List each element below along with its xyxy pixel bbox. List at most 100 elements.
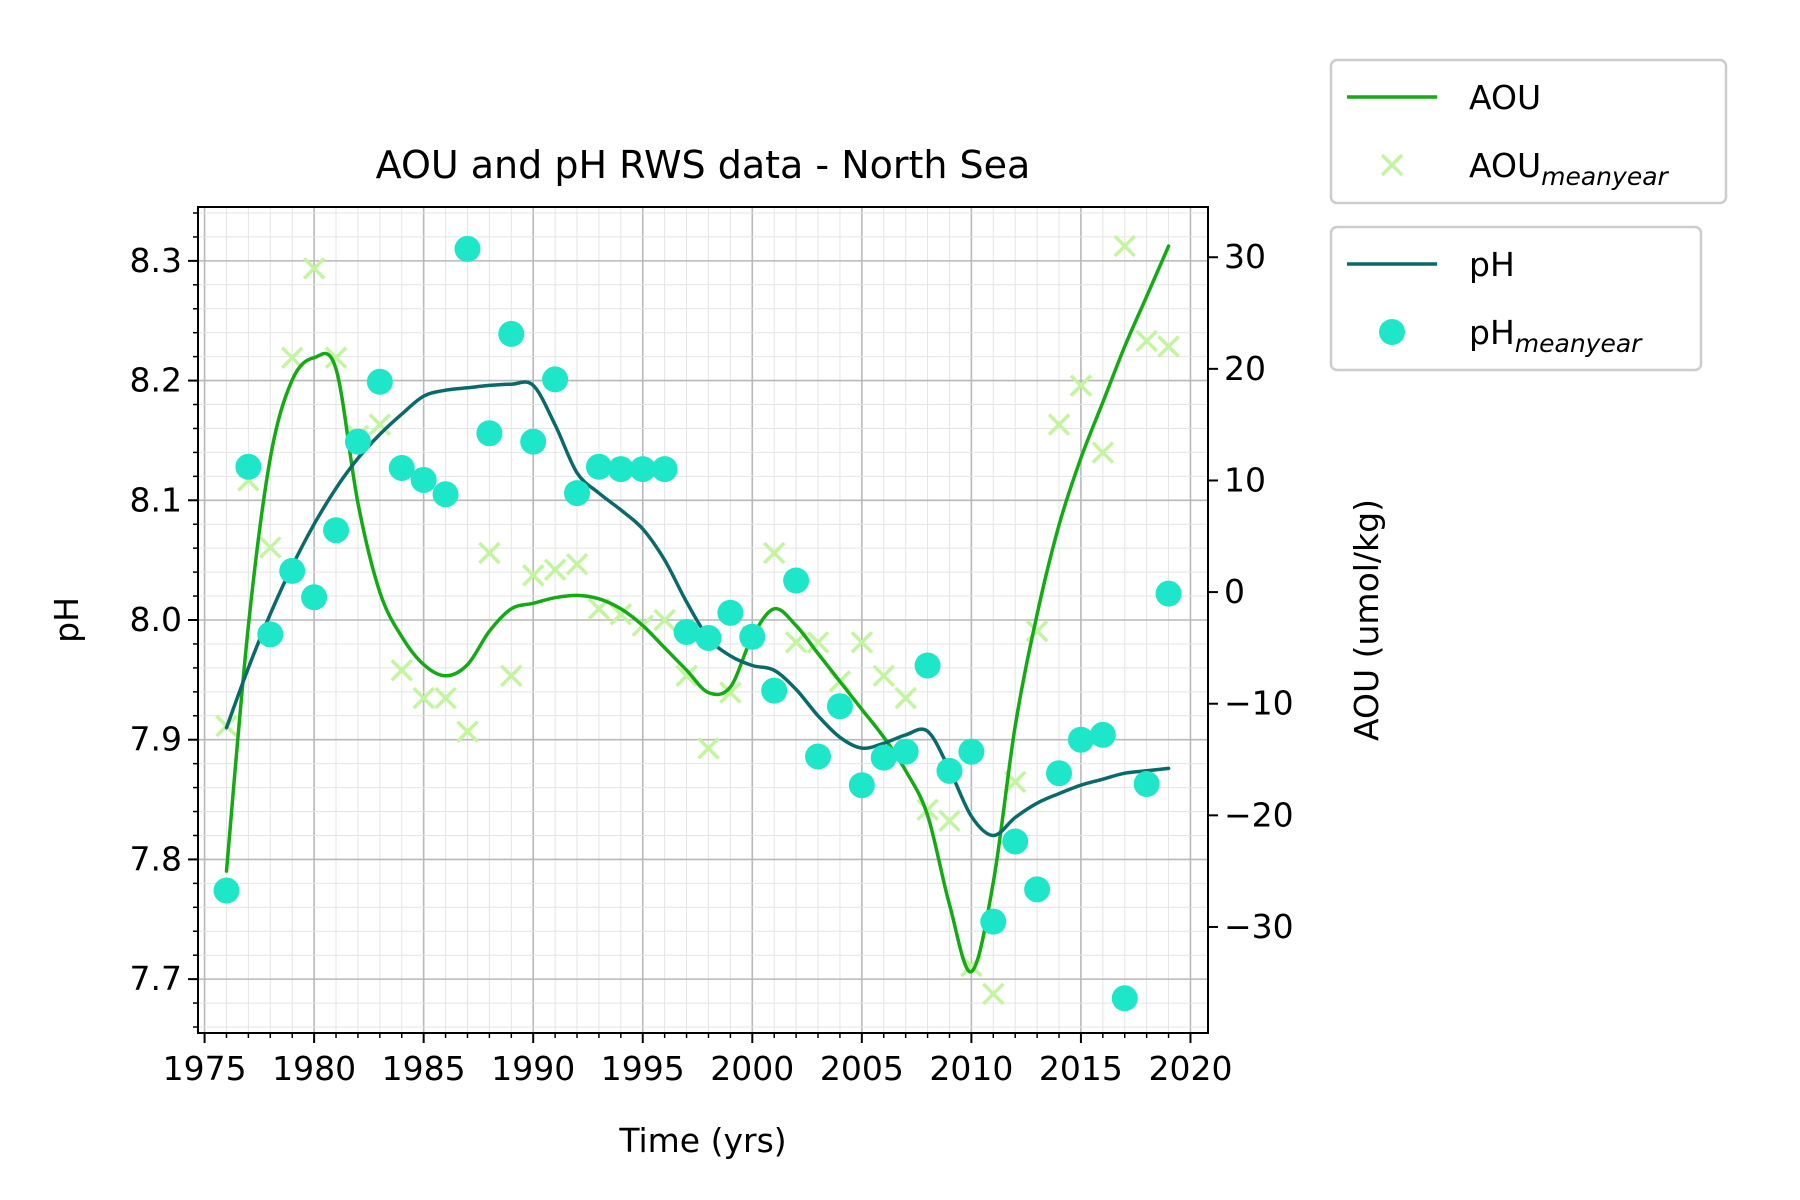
point-ph-meanyear: [739, 623, 766, 650]
point-ph-meanyear: [344, 428, 371, 455]
point-ph-meanyear: [498, 320, 525, 347]
point-ph-meanyear: [651, 456, 678, 483]
point-ph-meanyear: [805, 743, 832, 770]
legend-x-swatch: [1380, 153, 1404, 177]
point-ph-meanyear: [936, 757, 963, 784]
point-ph-meanyear: [914, 652, 941, 679]
point-aou-meanyear: [938, 809, 961, 833]
point-ph-meanyear: [366, 368, 393, 395]
point-ph-meanyear: [980, 908, 1007, 935]
series-ph: [224, 380, 1171, 838]
point-aou-meanyear: [719, 681, 742, 704]
point-aou-meanyear: [280, 346, 304, 369]
point-aou-meanyear: [1091, 441, 1115, 464]
point-ph-meanyear: [520, 428, 547, 455]
y2-tick-label: 0: [1224, 572, 1245, 611]
point-aou-meanyear: [565, 552, 589, 576]
x-tick-label: 1985: [382, 1049, 466, 1088]
point-aou-meanyear: [412, 686, 435, 710]
point-ph-meanyear: [1133, 771, 1160, 798]
x-tick-label: 2020: [1148, 1049, 1232, 1088]
grid: [198, 207, 1208, 1033]
point-ph-meanyear: [848, 772, 875, 799]
plot-area: [213, 234, 1182, 1012]
chart-title: AOU and pH RWS data - North Sea: [376, 143, 1031, 187]
point-ph-meanyear: [958, 738, 985, 765]
legend-circle-swatch: [1379, 319, 1405, 345]
point-ph-meanyear: [695, 624, 722, 651]
point-ph-meanyear: [1089, 721, 1116, 748]
legend-label: AOU: [1469, 78, 1541, 117]
point-aou-meanyear: [609, 603, 633, 626]
point-ph-meanyear: [870, 744, 897, 771]
line-ph: [224, 380, 1171, 838]
legend-label: pH: [1469, 245, 1515, 284]
point-aou-meanyear: [368, 413, 392, 436]
x-tick-label: 1975: [163, 1049, 247, 1088]
point-ph-meanyear: [213, 877, 240, 904]
point-aou-meanyear: [1069, 374, 1093, 397]
point-aou-meanyear: [850, 631, 874, 654]
point-ph-meanyear: [279, 557, 306, 584]
point-aou-meanyear: [1047, 413, 1071, 436]
point-ph-meanyear: [1111, 985, 1138, 1012]
y-tick-label: 8.3: [130, 241, 182, 280]
y-tick-label: 8.2: [130, 361, 182, 400]
legend-label-subscript: meanyear: [1515, 329, 1643, 358]
y2-tick-label: 30: [1224, 237, 1266, 276]
point-ph-meanyear: [1046, 760, 1073, 787]
point-aou-meanyear: [478, 541, 501, 565]
point-aou-meanyear: [302, 257, 326, 280]
point-ph-meanyear: [1002, 828, 1029, 855]
y-tick-label: 7.9: [130, 720, 182, 759]
y2-tick-label: −20: [1224, 795, 1294, 834]
point-aou-meanyear: [521, 564, 545, 587]
x-axis-label: Time (yrs): [618, 1121, 786, 1160]
axes: 1975 1980 1985 1990 1995 2000 2005 2010 2015 2020…: [130, 212, 1294, 1088]
point-ph-meanyear: [476, 420, 503, 447]
line-aou: [224, 244, 1171, 974]
point-aou-meanyear: [806, 631, 830, 654]
point-ph-meanyear: [585, 453, 612, 480]
point-aou-meanyear: [259, 536, 282, 559]
point-ph-meanyear: [410, 466, 437, 493]
point-ph-meanyear: [892, 738, 919, 765]
point-ph-meanyear: [1155, 580, 1182, 607]
point-aou-meanyear: [675, 664, 698, 688]
x-tick-label: 1990: [491, 1049, 575, 1088]
point-aou-meanyear: [390, 658, 413, 682]
y-tick-label: 8.0: [130, 600, 182, 639]
point-ph-meanyear: [673, 618, 700, 645]
y-axis-label: pH: [47, 597, 86, 643]
point-aou-meanyear: [697, 737, 720, 760]
y2-tick-label: −30: [1224, 907, 1294, 946]
x-tick-label: 1995: [601, 1049, 685, 1088]
point-ph-meanyear: [432, 481, 459, 508]
point-aou-meanyear: [1113, 234, 1136, 258]
series-ph-meanyear: [213, 235, 1182, 1012]
point-ph-meanyear: [717, 599, 744, 626]
point-ph-meanyear: [454, 235, 481, 262]
x-tick-label: 2010: [929, 1049, 1013, 1088]
y2-tick-label: −10: [1224, 684, 1294, 723]
point-aou-meanyear: [324, 346, 348, 369]
x-tick-label: 2005: [820, 1049, 904, 1088]
point-ph-meanyear: [607, 456, 634, 483]
point-aou-meanyear: [1157, 335, 1180, 358]
y2-axis-label: AOU (umol/kg): [1347, 499, 1386, 741]
point-ph-meanyear: [301, 584, 328, 611]
point-aou-meanyear: [456, 720, 479, 743]
y-tick-label: 8.1: [130, 480, 182, 519]
x-tick-label: 1980: [272, 1049, 356, 1088]
y-tick-label: 7.8: [130, 839, 182, 878]
point-ph-meanyear: [564, 480, 591, 507]
legend-label-subscript: meanyear: [1541, 162, 1669, 191]
x-tick-label: 2015: [1039, 1049, 1123, 1088]
x-tick-label: 2000: [710, 1049, 794, 1088]
y-tick-label: 7.7: [130, 959, 182, 998]
y2-tick-label: 10: [1224, 460, 1266, 499]
